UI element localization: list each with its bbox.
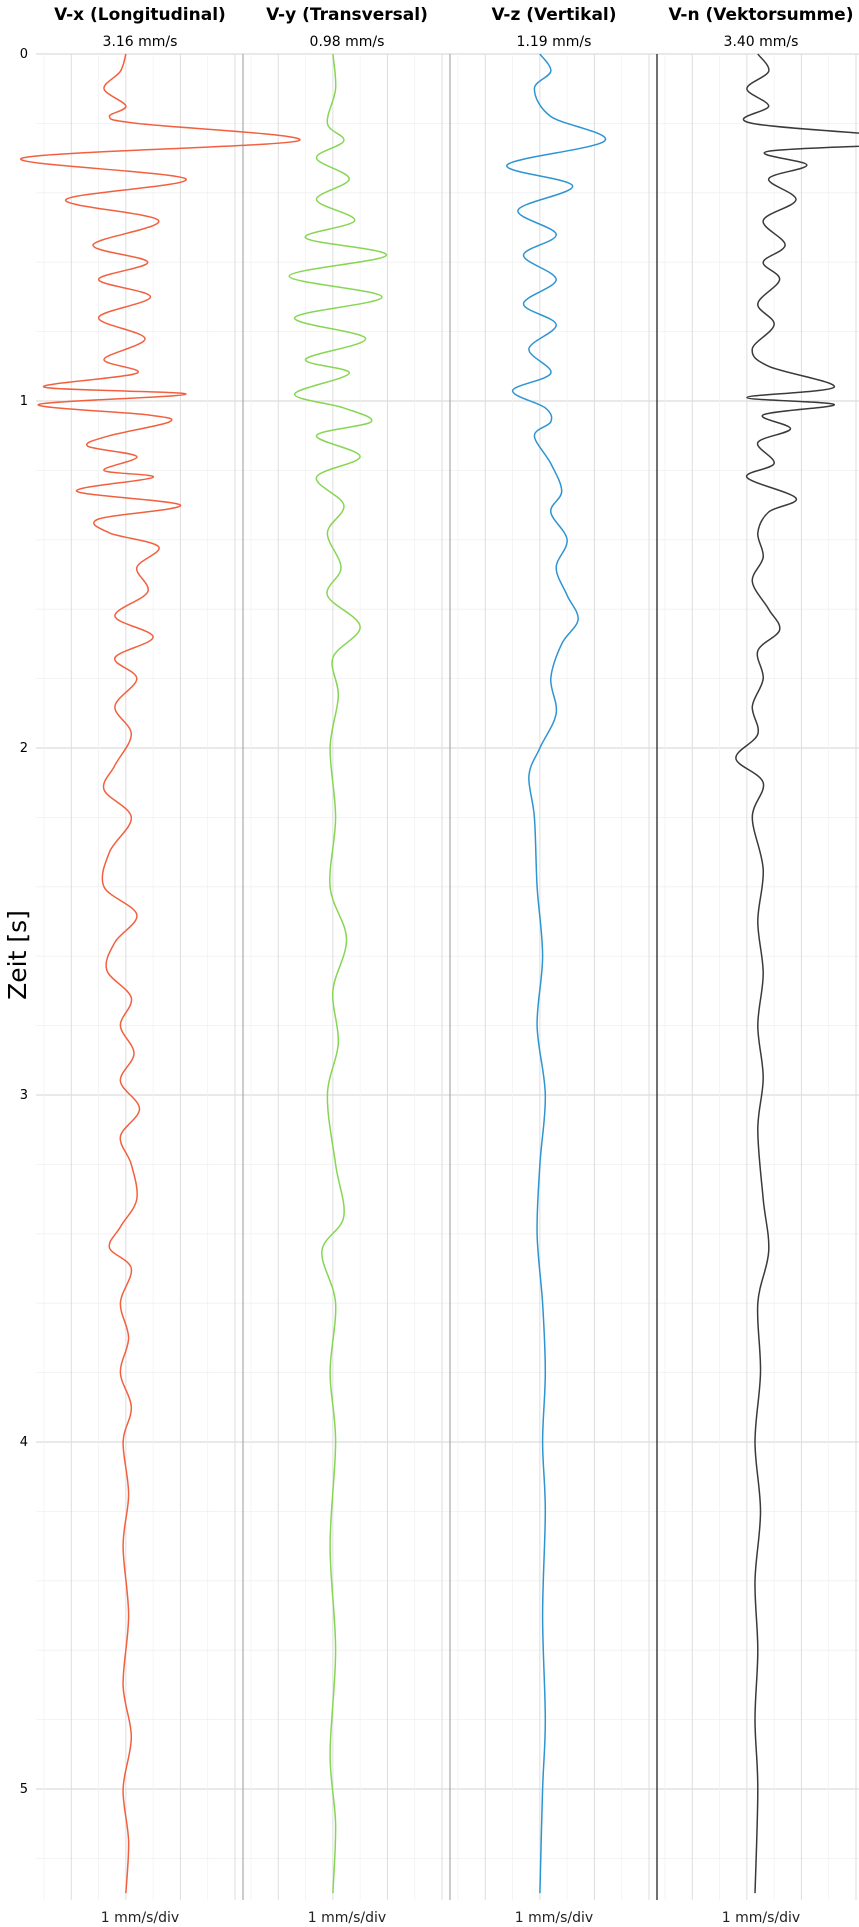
y-tick-label: 1: [20, 394, 28, 409]
trace-line: [21, 54, 300, 1893]
trace-line: [289, 54, 386, 1893]
trace-layer: [21, 54, 859, 1893]
grid-layer: [36, 54, 859, 1900]
y-tick-label: 2: [20, 741, 28, 756]
channel-scale-label: 1 mm/s/div: [308, 1910, 386, 1926]
trace-line: [736, 54, 859, 1893]
channel-title: V-z (Vertikal): [491, 5, 616, 25]
channel-scale-label: 1 mm/s/div: [101, 1910, 179, 1926]
channel-peak-value: 1.19 mm/s: [517, 34, 592, 50]
channel-title: V-x (Longitudinal): [54, 5, 226, 25]
y-tick-label: 0: [20, 47, 28, 62]
channel-title: V-y (Transversal): [266, 5, 428, 25]
y-axis-label: Zeit [s]: [3, 910, 32, 1000]
trace-line: [507, 54, 606, 1893]
channel-peak-value: 3.16 mm/s: [103, 34, 178, 50]
channel-scale-label: 1 mm/s/div: [515, 1910, 593, 1926]
channel-title: V-n (Vektorsumme): [669, 5, 854, 25]
y-tick-label: 4: [20, 1435, 28, 1450]
y-tick-label: 5: [20, 1782, 28, 1797]
y-tick-label: 3: [20, 1088, 28, 1103]
channel-scale-label: 1 mm/s/div: [722, 1910, 800, 1926]
channel-peak-value: 3.40 mm/s: [724, 34, 799, 50]
channel-peak-value: 0.98 mm/s: [310, 34, 385, 50]
